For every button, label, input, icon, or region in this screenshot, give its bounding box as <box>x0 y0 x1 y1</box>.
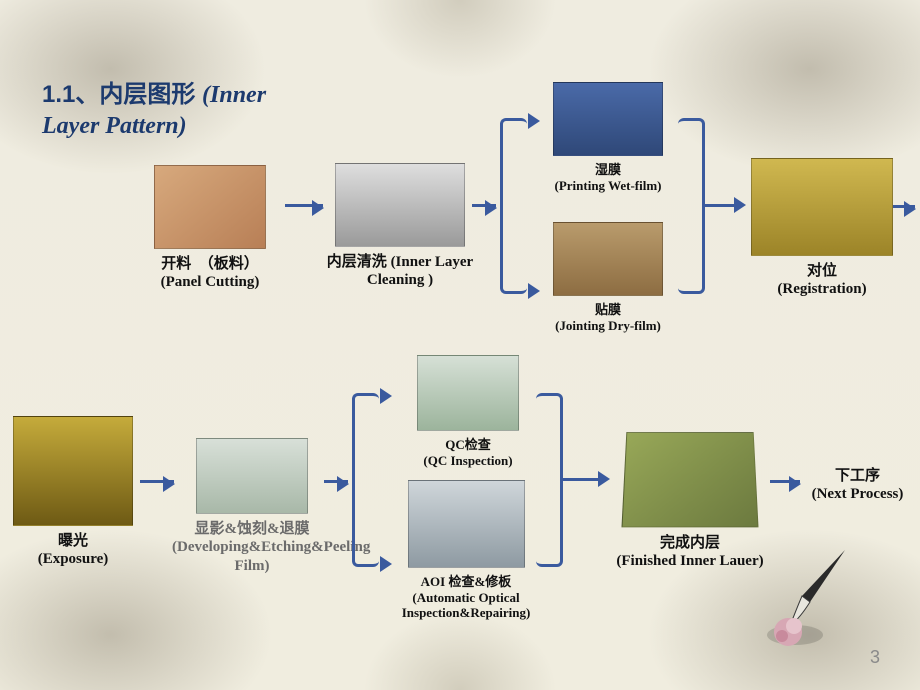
panel-cutting-en: (Panel Cutting) <box>161 274 260 290</box>
page-number: 3 <box>870 647 880 668</box>
bracket-merge-to-fin <box>536 393 563 567</box>
step-panel-cutting: 开料 （板料） (Panel Cutting) <box>145 165 275 292</box>
expo-en: (Exposure) <box>38 551 109 567</box>
step-exposure: 曝光 (Exposure) <box>8 416 138 569</box>
expo-caption: 曝光 (Exposure) <box>8 532 138 569</box>
clean-cn: 内层清洗 <box>327 254 391 270</box>
panel-cutting-cn: 开料 （板料） <box>161 256 259 272</box>
next-en: (Next Process) <box>812 486 904 502</box>
expo-cn: 曝光 <box>58 533 88 549</box>
next-caption: 下工序 (Next Process) <box>800 467 915 504</box>
wet-image <box>553 82 663 156</box>
fin-en: (Finished Inner Lauer) <box>616 553 763 569</box>
reg-cn: 对位 <box>807 263 837 279</box>
slide-title: 1.1、内层图形 (Inner Layer Pattern) <box>42 80 272 141</box>
title-cn: 1.1、内层图形 <box>42 81 202 108</box>
step-printing-wet-film: 湿膜(Printing Wet-film) <box>538 82 678 193</box>
step-jointing-dry-film: 贴膜(Jointing Dry-film) <box>538 222 678 333</box>
clean-image <box>335 163 465 247</box>
arrow-dev-to-split <box>324 480 348 483</box>
arrow-panel-to-clean <box>285 204 323 207</box>
arrow-fin-to-next <box>770 480 800 483</box>
wet-caption: 湿膜(Printing Wet-film) <box>538 162 678 193</box>
step-developing-etching: 显影&蚀刻&退膜(Developing&Etching&Peeling Film… <box>172 438 332 575</box>
clean-caption: 内层清洗 (Inner Layer Cleaning ) <box>320 253 480 290</box>
wet-en: (Printing Wet-film) <box>555 178 662 193</box>
panel-cutting-image <box>154 165 266 249</box>
aoi-cn: AOI 检查&修板 <box>421 574 512 589</box>
dry-en: (Jointing Dry-film) <box>555 318 661 333</box>
arrow-clean-to-split <box>472 204 496 207</box>
arrow-merge2-stem <box>562 478 598 481</box>
fin-caption: 完成内层 (Finished Inner Lauer) <box>605 534 775 571</box>
expo-image <box>13 416 133 526</box>
dry-image <box>553 222 663 296</box>
qc-caption: QC检查(QC Inspection) <box>388 437 548 468</box>
qc-cn: QC检查 <box>445 437 491 452</box>
qc-en: (QC Inspection) <box>423 453 512 468</box>
aoi-en: (Automatic Optical Inspection&Repairing) <box>402 590 531 621</box>
step-registration: 对位 (Registration) <box>742 158 902 299</box>
aoi-caption: AOI 检查&修板(Automatic Optical Inspection&R… <box>376 574 556 621</box>
aoi-image <box>408 480 525 568</box>
dev-cn: 显影&蚀刻&退膜 <box>195 521 310 537</box>
bracket-merge-to-reg <box>678 118 705 294</box>
next-cn: 下工序 <box>835 468 880 484</box>
dev-en: (Developing&Etching&Peeling Film) <box>172 539 370 573</box>
step-next-process: 下工序 (Next Process) <box>800 461 915 504</box>
qc-image <box>417 355 519 431</box>
reg-caption: 对位 (Registration) <box>742 262 902 299</box>
arrow-reg-out <box>893 205 915 208</box>
step-finished-inner-layer: 完成内层 (Finished Inner Lauer) <box>605 428 775 571</box>
step-aoi: AOI 检查&修板(Automatic Optical Inspection&R… <box>376 480 556 621</box>
panel-cutting-caption: 开料 （板料） (Panel Cutting) <box>145 255 275 292</box>
fin-cn: 完成内层 <box>660 535 720 551</box>
fin-image <box>621 432 758 527</box>
bracket-split-qc-aoi <box>352 393 379 567</box>
wet-cn: 湿膜 <box>595 162 621 177</box>
step-inner-layer-cleaning: 内层清洗 (Inner Layer Cleaning ) <box>320 163 480 290</box>
dry-cn: 贴膜 <box>595 302 621 317</box>
reg-image <box>751 158 893 256</box>
bracket-split-wet-dry <box>500 118 527 294</box>
reg-en: (Registration) <box>777 281 866 297</box>
arrow-merge-stem <box>704 204 734 207</box>
arrow-expo-to-dev <box>140 480 174 483</box>
step-qc-inspection: QC检查(QC Inspection) <box>388 355 548 468</box>
dry-caption: 贴膜(Jointing Dry-film) <box>538 302 678 333</box>
dev-caption: 显影&蚀刻&退膜(Developing&Etching&Peeling Film… <box>172 520 332 575</box>
dev-image <box>196 438 308 514</box>
slide: { "title": {"cn":"1.1、内层图形 ","en":"(Inne… <box>0 0 920 690</box>
title-suffix: ) <box>179 113 187 139</box>
